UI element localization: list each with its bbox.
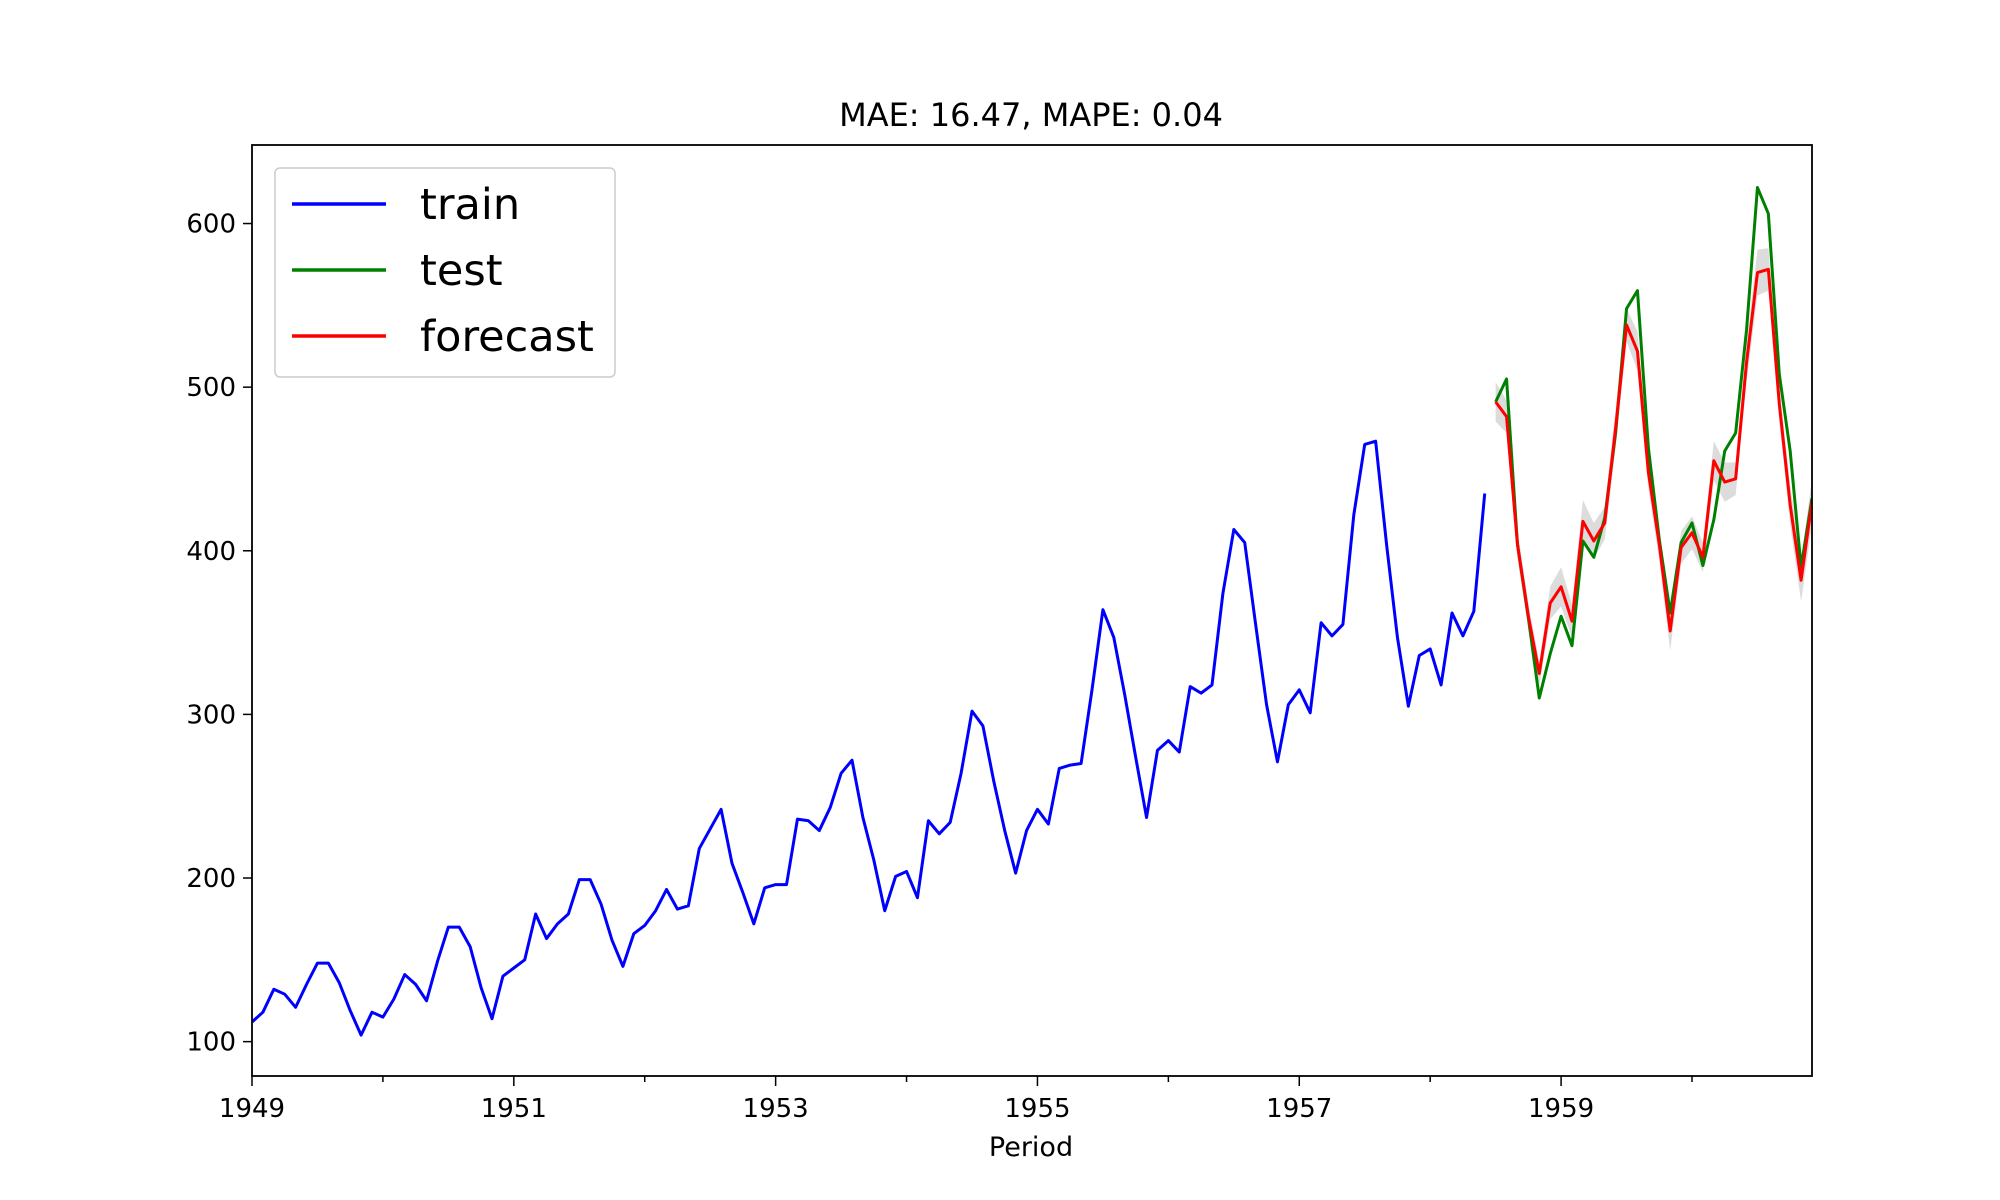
- series-line-forecast: [1494, 267, 1812, 675]
- y-tick-label: 400: [186, 537, 236, 567]
- x-tick-label: 1949: [219, 1094, 285, 1124]
- x-tick-label: 1953: [743, 1094, 809, 1124]
- legend-label-train: train: [420, 180, 520, 230]
- x-tick-label: 1957: [1266, 1094, 1332, 1124]
- legend-box: [274, 167, 616, 378]
- x-axis-label: Period: [989, 1132, 1073, 1163]
- legend: train test forecast: [274, 167, 616, 378]
- legend-label-test: test: [420, 246, 503, 296]
- y-tick-label: 500: [186, 373, 236, 403]
- series-line-test: [1494, 186, 1812, 700]
- plot-frame: [251, 144, 1813, 1077]
- y-tick-label: 300: [186, 700, 236, 730]
- interval-band-layer: [1495, 248, 1812, 685]
- legend-label-forecast: forecast: [420, 312, 594, 362]
- chart-title: MAE: 16.47, MAPE: 0.04: [839, 96, 1223, 134]
- series-line-train: [252, 439, 1487, 1037]
- series-layer: [252, 186, 1812, 1037]
- forecast-interval-band: [1495, 248, 1812, 685]
- y-tick-label: 200: [186, 864, 236, 894]
- y-axis: 100 200 300 400 500 600: [186, 210, 252, 1058]
- y-tick-label: 100: [186, 1028, 236, 1058]
- x-tick-label: 1959: [1528, 1094, 1594, 1124]
- x-tick-label: 1951: [481, 1094, 547, 1124]
- x-tick-label: 1955: [1004, 1094, 1070, 1124]
- y-tick-label: 600: [186, 210, 236, 240]
- x-axis: 1949 1951 1953 1955 1957 1959: [219, 1076, 1693, 1124]
